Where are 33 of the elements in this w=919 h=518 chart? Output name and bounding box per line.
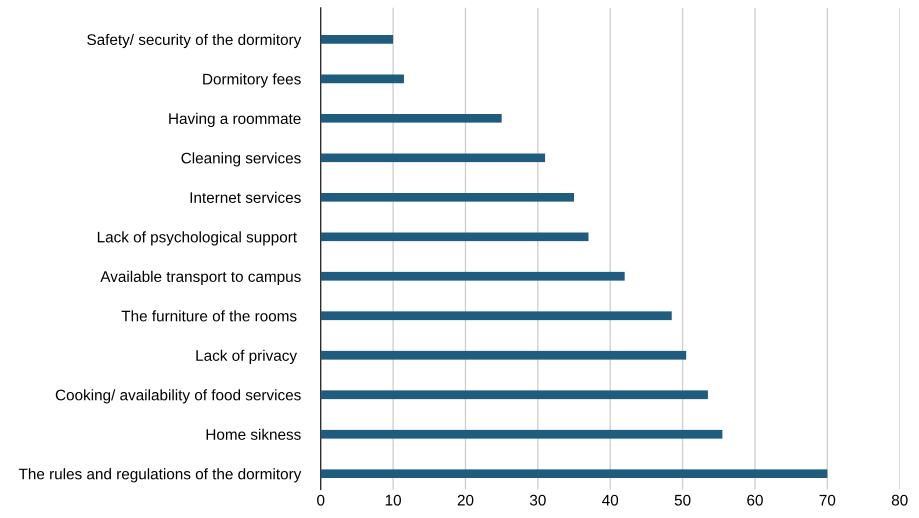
- x-tick-label: 40: [602, 494, 618, 506]
- y-tick-label: Cooking/ availability of food services: [56, 389, 301, 404]
- bar: [320, 153, 546, 162]
- x-tick-label: 10: [386, 494, 401, 506]
- y-tick-label: The rules and regulations of the dormitory: [18, 468, 302, 482]
- y-tick-label: Available transport to campus: [100, 270, 301, 285]
- bar: [320, 192, 574, 202]
- bar: [320, 232, 589, 242]
- bar: [320, 469, 828, 478]
- bar: [320, 430, 722, 439]
- x-tick-label: 80: [892, 494, 908, 506]
- y-tick-label: Lack of privacy: [196, 350, 298, 364]
- x-tick-label: 20: [458, 494, 474, 506]
- y-tick-label: Dormitory fees: [203, 73, 301, 88]
- y-tick-label: Home sikness: [206, 428, 301, 440]
- bar: [320, 350, 686, 360]
- y-tick-label: Safety/ security of the dormitory: [87, 34, 302, 48]
- y-tick-label: Internet services: [190, 192, 301, 203]
- x-tick-label: 50: [674, 494, 690, 506]
- x-tick-label: 0: [317, 494, 324, 506]
- bar: [320, 74, 404, 84]
- x-tick-label: 70: [820, 494, 836, 506]
- bar: [320, 35, 394, 44]
- y-tick-label: Having a roommate: [169, 112, 301, 128]
- x-tick-label: 30: [530, 494, 546, 506]
- y-tick-label: Lack of psychological support: [98, 231, 297, 246]
- y-tick-label: Cleaning services: [181, 152, 301, 167]
- bar: [320, 311, 672, 320]
- bar: [320, 390, 708, 400]
- x-tick-label: 60: [747, 494, 763, 506]
- bar: [320, 272, 625, 281]
- y-tick-label: The furniture of the rooms: [122, 310, 297, 322]
- bar: [320, 114, 502, 123]
